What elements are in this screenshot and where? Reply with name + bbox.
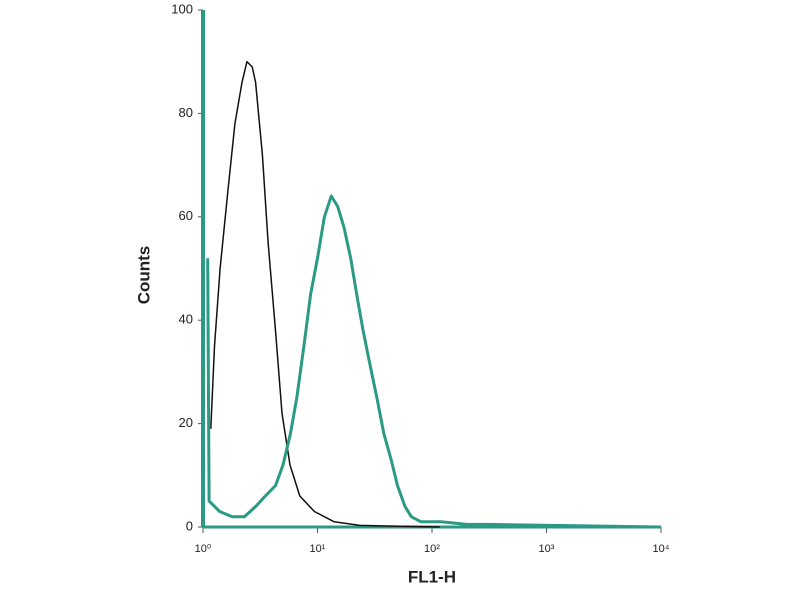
y-tick-label: 20	[179, 415, 193, 430]
y-tick-label: 0	[186, 518, 193, 533]
x-tick-label: 10⁰	[195, 543, 212, 555]
x-axis-label: FL1-H	[408, 567, 456, 586]
y-tick-label: 60	[179, 208, 193, 223]
x-tick-label: 10³	[539, 543, 555, 555]
y-tick-label: 100	[171, 1, 193, 16]
y-axis-label: Counts	[134, 246, 153, 305]
x-tick-label: 10¹	[310, 543, 326, 555]
y-tick-label: 40	[179, 312, 193, 327]
histogram-line	[210, 60, 440, 528]
x-tick-label: 10²	[424, 543, 440, 555]
histogram-line	[206, 194, 662, 529]
y-tick-label: 80	[179, 105, 193, 120]
x-tick-label: 10⁴	[653, 543, 670, 555]
